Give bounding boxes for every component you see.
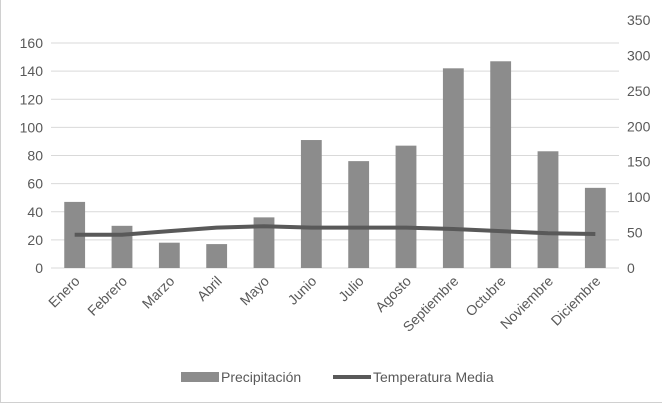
right-tick-label: 150	[627, 154, 651, 170]
bar	[300, 140, 322, 268]
bar-series	[64, 61, 606, 268]
right-tick-label: 300	[627, 47, 651, 63]
legend-label-precipitacion: Precipitación	[221, 369, 301, 385]
x-axis: Enero Febrero Marzo Abril Mayo Junio Julio Agos…	[45, 273, 604, 335]
category-label: Mayo	[237, 273, 273, 309]
bar	[490, 61, 512, 268]
category-label: Junio	[284, 273, 319, 308]
gridlines	[51, 42, 619, 269]
temperature-line	[74, 224, 596, 237]
left-tick-label: 40	[27, 204, 43, 220]
right-axis: 0 50 100 150 200 250 300 350	[627, 12, 651, 276]
left-tick-label: 80	[27, 148, 43, 164]
category-label: Julio	[335, 273, 367, 305]
left-tick-label: 120	[20, 91, 44, 107]
bar	[158, 242, 180, 268]
left-tick-label: 0	[35, 260, 43, 276]
left-axis: 0 20 40 60 80 100 120 140 160	[20, 35, 44, 276]
left-tick-label: 20	[27, 232, 43, 248]
category-label: Marzo	[139, 273, 178, 312]
category-label: Agosto	[372, 273, 414, 315]
bar	[253, 217, 275, 268]
category-label: Diciembre	[548, 273, 604, 329]
bar	[584, 187, 606, 268]
category-label: Octubre	[462, 273, 509, 320]
bar	[537, 151, 559, 268]
right-tick-label: 350	[627, 12, 651, 28]
right-tick-label: 250	[627, 83, 651, 99]
left-tick-label: 60	[27, 176, 43, 192]
left-tick-label: 140	[20, 63, 44, 79]
legend-swatch-precipitacion	[181, 372, 219, 382]
bar	[442, 68, 464, 268]
left-tick-label: 100	[20, 119, 44, 135]
right-tick-label: 50	[627, 225, 643, 241]
right-tick-label: 0	[627, 260, 635, 276]
right-tick-label: 200	[627, 118, 651, 134]
line-series	[74, 224, 596, 237]
category-label: Enero	[45, 273, 83, 311]
left-tick-label: 160	[20, 35, 44, 51]
category-label: Abril	[194, 273, 225, 304]
legend: Precipitación Temperatura Media	[181, 369, 494, 385]
right-tick-label: 100	[627, 189, 651, 205]
bar	[348, 161, 370, 268]
bar	[206, 244, 228, 268]
bar	[395, 145, 417, 268]
category-label: Febrero	[84, 273, 130, 319]
bar	[111, 225, 133, 268]
legend-label-temperatura: Temperatura Media	[373, 369, 494, 385]
